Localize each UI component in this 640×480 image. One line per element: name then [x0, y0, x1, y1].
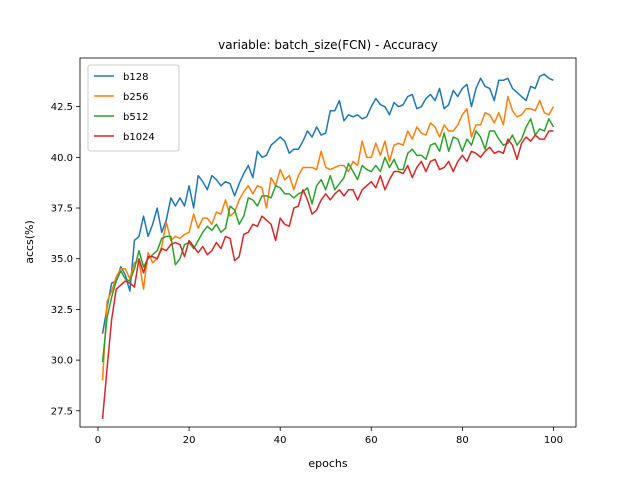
x-tick-label: 0: [95, 435, 101, 446]
y-tick-label: 30.0: [51, 356, 73, 367]
series-line-b128: [101, 73, 554, 334]
chart-title: variable: batch_size(FCN) - Accuracy: [218, 38, 438, 52]
y-axis-title: accs(%): [23, 220, 36, 264]
y-tick-label: 27.5: [51, 406, 73, 417]
x-tick-label: 60: [365, 435, 378, 446]
y-tick-label: 40.0: [51, 153, 73, 164]
x-tick-label: 100: [544, 435, 563, 446]
plot-frame: [79, 57, 577, 428]
legend-box: [87, 64, 180, 152]
x-tick-label: 20: [183, 435, 196, 446]
y-tick-label: 32.5: [51, 305, 73, 316]
y-tick-label: 42.5: [51, 102, 73, 113]
legend-label-b128: b128: [123, 72, 148, 83]
x-tick-label: 80: [456, 435, 469, 446]
legend-label-b1024: b1024: [123, 132, 155, 143]
y-tick-label: 37.5: [51, 204, 73, 215]
series-line-b512: [101, 118, 555, 363]
series-line-b256: [101, 95, 555, 381]
legend-label-b512: b512: [123, 112, 148, 123]
series-layer: [101, 73, 555, 419]
legend-label-b256: b256: [123, 92, 148, 103]
legend: b128 b256 b512 b1024: [87, 64, 180, 152]
x-tick-label: 40: [274, 435, 287, 446]
y-tick-label: 35.0: [51, 254, 73, 265]
axes-layer: 0 20 40 60 80 100 27.5 30.0 32.5 35.0 37.5 40.0 42.5: [51, 102, 563, 446]
x-axis-title: epochs: [308, 457, 347, 470]
series-line-b1024: [101, 130, 554, 419]
